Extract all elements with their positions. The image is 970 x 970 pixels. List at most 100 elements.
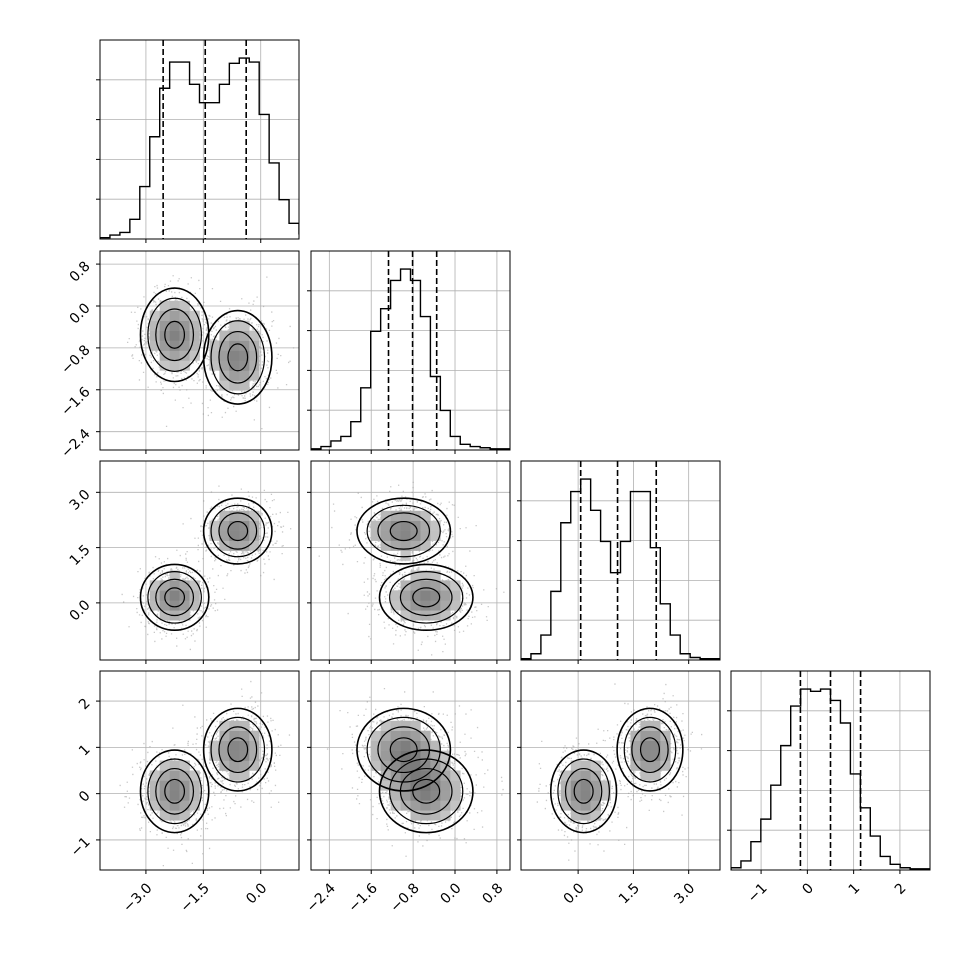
contour-line xyxy=(564,767,603,815)
density-cell xyxy=(179,790,190,801)
density-cell xyxy=(630,740,641,751)
y-tick-label: 2 xyxy=(76,695,94,713)
density-cell xyxy=(590,790,601,801)
contour-line xyxy=(356,707,452,792)
density-cell xyxy=(430,610,441,621)
density-cell xyxy=(410,580,421,591)
density-cell xyxy=(219,380,230,391)
panel-frame xyxy=(520,670,721,871)
x-tick-label: 0.8 xyxy=(479,880,506,907)
density-cell xyxy=(570,770,581,781)
density-cell xyxy=(390,740,401,751)
density-cell xyxy=(390,760,401,771)
contour-line xyxy=(378,749,474,834)
density-cell xyxy=(219,360,230,371)
histogram-panel-1 xyxy=(96,39,300,243)
contour-line xyxy=(139,563,210,632)
density-cell xyxy=(430,590,441,601)
density-cell xyxy=(239,330,250,341)
density-cell xyxy=(189,600,200,611)
density-cell xyxy=(400,520,411,531)
density-cell xyxy=(440,600,451,611)
density-cell xyxy=(400,730,411,741)
panel-frame xyxy=(310,250,511,451)
density-cell xyxy=(169,790,180,801)
density-cell xyxy=(590,810,601,821)
contour-line xyxy=(549,749,618,834)
histogram-panel-3 xyxy=(517,460,721,664)
density-cell xyxy=(390,510,401,521)
density-cell xyxy=(219,350,230,361)
density-cell xyxy=(149,580,160,591)
density-cell xyxy=(159,580,170,591)
density-cell xyxy=(410,740,421,751)
density-cell xyxy=(209,520,220,531)
panel-frame xyxy=(99,250,300,451)
density-cell xyxy=(390,770,401,781)
density-cell xyxy=(400,580,411,591)
density-cell xyxy=(179,580,190,591)
density-cell xyxy=(410,810,421,821)
panel-frame xyxy=(99,39,300,240)
contour-line xyxy=(147,758,202,825)
density-cell xyxy=(209,530,220,541)
contour-line xyxy=(389,520,418,542)
x-tick-label: 1 xyxy=(846,880,864,898)
contour-line xyxy=(164,320,186,349)
density-cell xyxy=(370,760,381,771)
density-cell xyxy=(410,590,421,601)
density-cell xyxy=(249,330,260,341)
density-cell xyxy=(239,750,250,761)
density-cell xyxy=(370,520,381,531)
density-cell xyxy=(219,510,230,521)
x-tick-label: 1.5 xyxy=(616,880,643,907)
density-cell xyxy=(219,730,230,741)
density-cell xyxy=(179,310,190,321)
x-tick-label: 0.0 xyxy=(243,880,270,907)
density-cell xyxy=(650,750,661,761)
contour-line xyxy=(399,767,453,815)
density-cell xyxy=(390,730,401,741)
density-cell xyxy=(450,800,461,811)
density-cell xyxy=(580,800,591,811)
density-cell xyxy=(249,510,260,521)
density-cell xyxy=(219,750,230,761)
density-cell xyxy=(560,800,572,811)
density-cell xyxy=(249,360,260,371)
density-cell xyxy=(159,320,170,331)
density-cell xyxy=(249,520,260,531)
density-cell xyxy=(179,770,190,781)
contour-line xyxy=(573,778,594,804)
density-cell xyxy=(169,780,180,791)
density-cell xyxy=(229,730,240,741)
density-cell xyxy=(390,750,401,761)
density-cell xyxy=(159,800,170,811)
panel-frame xyxy=(310,460,511,661)
density-cell xyxy=(380,730,391,741)
density-cell xyxy=(189,580,200,591)
x-tick-label: 0.0 xyxy=(438,880,465,907)
density-cell xyxy=(430,570,441,581)
density-cell xyxy=(640,730,651,741)
density-cell xyxy=(380,530,391,541)
density-cell xyxy=(249,760,260,771)
density-cell xyxy=(400,790,411,801)
density-cell xyxy=(420,540,431,551)
density-cell xyxy=(410,780,421,791)
density-cell xyxy=(169,770,180,781)
density-cell xyxy=(239,320,250,331)
scatter-points xyxy=(127,275,295,430)
density-cell xyxy=(650,720,661,731)
density-cell xyxy=(189,330,200,341)
density-cell xyxy=(239,350,250,361)
density-cell xyxy=(380,520,391,531)
y-tick-label: 3.0 xyxy=(67,487,94,514)
contour-line xyxy=(366,504,441,558)
density-cell xyxy=(229,360,240,371)
density-cell xyxy=(189,590,200,601)
contour-line xyxy=(147,571,202,624)
density-cell xyxy=(390,790,401,801)
density-cell xyxy=(440,750,451,761)
contour-line xyxy=(155,767,195,815)
density-cell xyxy=(219,740,230,751)
